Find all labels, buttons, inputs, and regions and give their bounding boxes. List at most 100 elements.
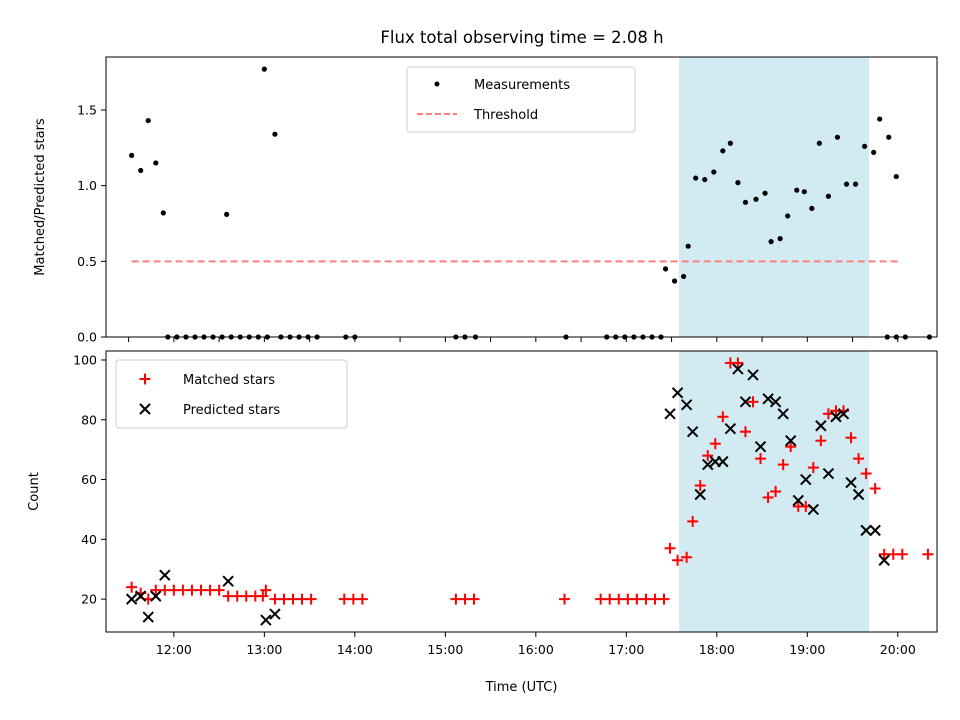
predicted-star-point [142,611,154,623]
predicted-star-point [777,408,789,420]
count-x-tick-label: 20:00 [880,642,916,657]
matched-star-point [257,590,269,602]
x-stroke [777,408,789,420]
count-x-ticks: 12:00 13:00 14:00 15:00 16:00 17:00 18:00 19:00… [156,632,916,657]
ratio-y-tick-label: 1.5 [77,102,97,117]
predicted-legend-x [139,403,151,415]
predicted-star-point [134,590,147,602]
predicted-legend-marker [139,403,151,415]
predicted-star-point [754,440,767,453]
measurement-point [825,193,832,199]
matched-star-point [896,548,908,560]
matched-star-point [732,357,744,369]
predicted-star-point [724,423,737,435]
ratio-panel-frame [105,56,938,338]
x-stroke [769,396,782,408]
matched-star-point [672,554,684,566]
count-y-tick-label: 20 [81,592,97,607]
matched-star-point [739,426,751,438]
x-stroke [830,411,842,423]
x-stroke [125,593,138,605]
predicted-star-point [769,396,782,408]
x-stroke [837,408,850,420]
matched-star-point [260,584,272,596]
ratio-y-axis-label: Matched/Predicted stars [33,118,48,276]
x-stroke [845,476,857,489]
measurement-point [834,134,841,140]
matched-star-point [869,483,881,495]
observing-window-span [679,57,870,337]
matched-star-point [853,453,865,465]
x-stroke [860,524,872,537]
measurement-point [153,160,159,166]
x-stroke [159,569,171,581]
measurement-point [671,278,678,284]
count-x-tick-label: 17:00 [608,642,644,657]
matched-star-point [305,593,317,605]
ratio-legend: Measurements Threshold [406,66,636,133]
matched-star-point [681,551,693,563]
x-stroke [702,458,714,471]
predicted-star-point [686,426,699,438]
x-stroke [800,473,812,486]
x-stroke [680,399,693,411]
measurement-point [852,181,859,187]
predicted-star-point [159,569,171,581]
measurement-point [160,210,166,216]
predicted-star-point [150,590,162,602]
x-stroke [852,488,865,501]
matched-star-point [702,450,714,462]
measurement-point [816,140,822,146]
measurement-point [272,131,278,137]
count-x-tick-label: 13:00 [246,642,282,657]
matched-legend-plus [139,373,151,385]
measurement-point [785,213,791,219]
predicted-star-point [762,393,774,405]
x-stroke [754,440,767,453]
predicted-star-point [125,593,138,605]
matched-star-point [845,432,857,444]
matched-star-point [807,462,819,474]
predicted-star-point [269,608,281,620]
matched-legend-marker [139,373,151,385]
measurement-point [871,149,877,155]
measurement-point [768,239,774,245]
measurement-point [145,117,151,124]
x-stroke [807,503,820,516]
count-x-tick-label: 18:00 [699,642,735,657]
matched-star-point [755,453,767,465]
matched-star-point [762,491,774,503]
predicted-star-point [800,473,812,486]
predicted-star-point [878,554,890,566]
measurement-point [662,266,669,272]
count-y-ticks: 20 40 60 80 100 [73,352,106,607]
matched-star-point [709,438,721,450]
measurement-point [702,176,708,183]
predicted-star-point [792,494,804,507]
predicted-star-point [785,434,797,447]
count-y-tick-label: 40 [81,532,97,547]
predicted-star-point [702,458,714,471]
count-panel-frame [105,350,938,633]
count-x-tick-label: 19:00 [789,642,825,657]
measurement-point [261,66,267,72]
predicted-star-point [807,503,820,516]
x-stroke [739,396,752,408]
measurement-point [753,196,759,202]
predicted-star-point [869,524,881,537]
matched-star-point [770,486,782,497]
matched-stars-points [126,357,934,605]
ratio-x-ticks [128,337,899,342]
x-stroke [150,590,162,602]
x-stroke [822,467,835,480]
x-stroke [134,590,147,602]
ratio-y-tick-label: 0.0 [77,330,97,345]
measurement-point [742,199,749,205]
x-stroke [269,608,281,620]
predicted-star-point [739,396,752,408]
x-stroke [869,524,881,537]
ratio-y-tick-label: 0.5 [77,254,97,269]
measurement-point [735,180,741,186]
